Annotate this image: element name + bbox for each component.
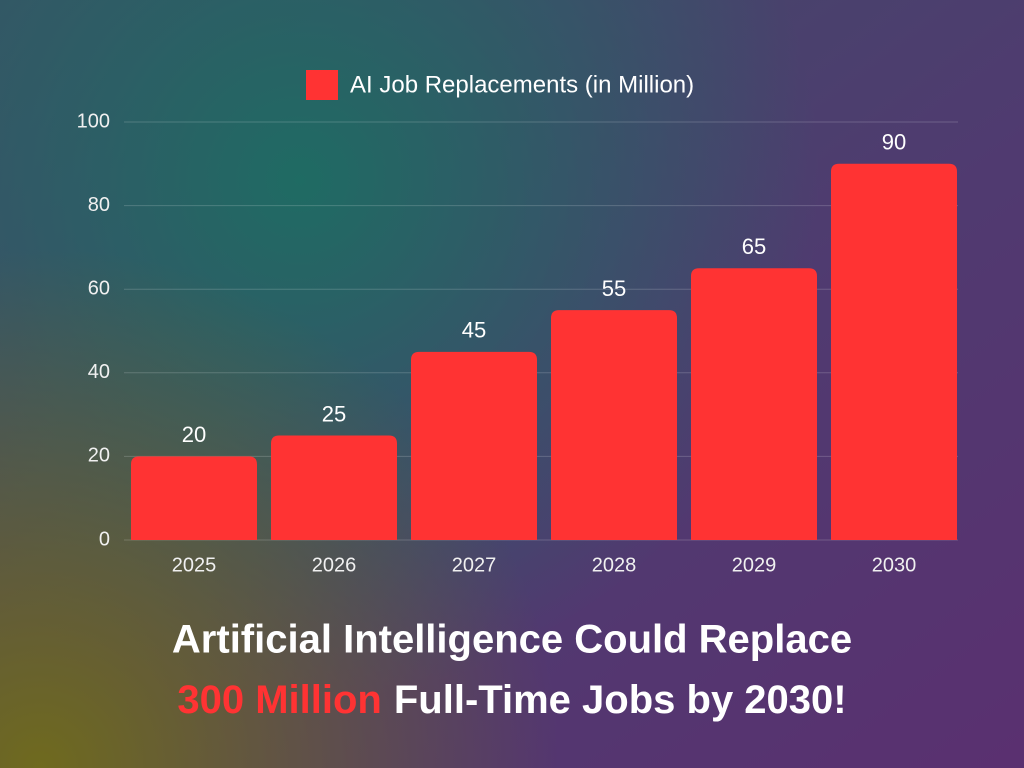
title-rest: Full-Time Jobs by 2030! bbox=[394, 678, 847, 722]
title-line: 300 Million Full-Time Jobs by 2030! bbox=[177, 678, 846, 722]
x-tick-label: 2027 bbox=[452, 554, 497, 576]
x-tick-label: 2025 bbox=[172, 554, 217, 576]
title-line: Artificial Intelligence Could Replace bbox=[172, 618, 852, 662]
x-tick-label: 2026 bbox=[312, 554, 357, 576]
bar bbox=[691, 268, 817, 540]
value-label: 25 bbox=[322, 401, 346, 426]
value-label: 65 bbox=[742, 234, 766, 259]
value-label: 90 bbox=[882, 130, 906, 155]
legend-swatch bbox=[306, 70, 338, 100]
bar bbox=[551, 310, 677, 540]
x-tick-label: 2029 bbox=[732, 554, 777, 576]
value-label: 45 bbox=[462, 318, 486, 343]
y-tick-label: 100 bbox=[77, 110, 110, 132]
legend-label: AI Job Replacements (in Million) bbox=[350, 71, 694, 98]
bar bbox=[131, 456, 257, 540]
x-tick-label: 2030 bbox=[872, 554, 917, 576]
bar bbox=[271, 435, 397, 540]
y-tick-label: 20 bbox=[88, 445, 110, 467]
y-tick-label: 40 bbox=[88, 361, 110, 383]
title-highlight: 300 Million bbox=[177, 678, 382, 722]
y-tick-label: 60 bbox=[88, 277, 110, 299]
bar bbox=[411, 351, 537, 540]
plot: 0 20 40 60 80 100 2025 20 2026 25 2027 45 2028 55 2029… bbox=[77, 110, 958, 576]
value-label: 20 bbox=[182, 422, 206, 447]
bar bbox=[831, 163, 957, 541]
y-tick-label: 0 bbox=[99, 528, 110, 550]
value-label: 55 bbox=[602, 276, 626, 301]
y-tick-label: 80 bbox=[88, 194, 110, 216]
x-tick-label: 2028 bbox=[592, 554, 637, 576]
